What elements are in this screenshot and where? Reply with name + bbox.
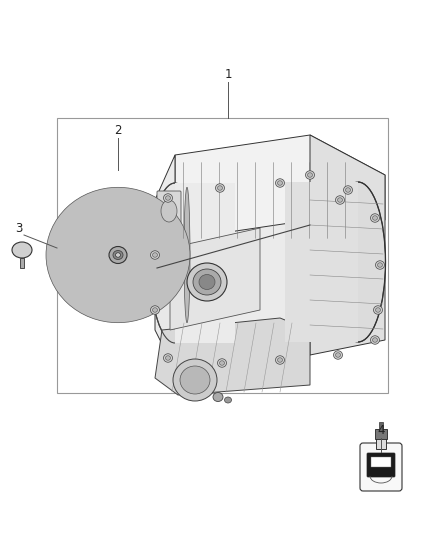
- Ellipse shape: [276, 179, 285, 187]
- Ellipse shape: [152, 253, 158, 257]
- Bar: [379, 422, 383, 431]
- Ellipse shape: [166, 356, 170, 360]
- Ellipse shape: [375, 261, 385, 269]
- Ellipse shape: [163, 354, 173, 362]
- Ellipse shape: [218, 185, 223, 190]
- Ellipse shape: [92, 231, 144, 279]
- Ellipse shape: [199, 274, 215, 289]
- Ellipse shape: [12, 242, 32, 258]
- Bar: [57, 118, 388, 393]
- Ellipse shape: [187, 263, 227, 301]
- Polygon shape: [155, 155, 310, 370]
- Ellipse shape: [98, 236, 138, 274]
- Ellipse shape: [378, 263, 382, 267]
- Ellipse shape: [375, 308, 381, 312]
- Bar: [376, 437, 386, 449]
- Ellipse shape: [343, 185, 353, 194]
- Ellipse shape: [114, 251, 122, 259]
- Ellipse shape: [219, 361, 225, 365]
- Text: 4: 4: [377, 424, 385, 437]
- Ellipse shape: [79, 219, 157, 292]
- FancyBboxPatch shape: [367, 453, 395, 477]
- Ellipse shape: [225, 397, 232, 403]
- Polygon shape: [310, 135, 385, 355]
- Text: 1: 1: [224, 68, 232, 80]
- Ellipse shape: [372, 338, 378, 342]
- Ellipse shape: [109, 246, 127, 263]
- Ellipse shape: [111, 248, 125, 262]
- Ellipse shape: [103, 241, 133, 269]
- Text: 3: 3: [15, 222, 23, 235]
- Ellipse shape: [372, 216, 378, 220]
- Ellipse shape: [150, 183, 200, 343]
- Ellipse shape: [107, 245, 129, 265]
- Ellipse shape: [184, 187, 190, 322]
- Ellipse shape: [371, 336, 379, 344]
- Ellipse shape: [305, 171, 314, 179]
- Ellipse shape: [374, 306, 382, 314]
- Bar: [20, 258, 24, 268]
- Ellipse shape: [371, 214, 379, 222]
- Ellipse shape: [72, 212, 164, 298]
- Ellipse shape: [336, 196, 345, 204]
- Bar: [175, 183, 235, 343]
- Bar: [285, 182, 358, 342]
- Ellipse shape: [218, 359, 226, 367]
- FancyBboxPatch shape: [360, 443, 402, 491]
- Ellipse shape: [215, 184, 225, 192]
- Ellipse shape: [151, 306, 159, 314]
- FancyBboxPatch shape: [157, 191, 181, 231]
- Ellipse shape: [161, 200, 177, 222]
- Ellipse shape: [333, 351, 343, 359]
- Ellipse shape: [113, 251, 123, 260]
- Ellipse shape: [166, 196, 170, 200]
- Ellipse shape: [278, 181, 283, 185]
- Polygon shape: [170, 228, 260, 330]
- Text: 2: 2: [114, 124, 122, 136]
- Ellipse shape: [180, 366, 210, 394]
- Ellipse shape: [86, 225, 150, 285]
- Ellipse shape: [193, 269, 221, 295]
- Ellipse shape: [346, 188, 350, 192]
- Bar: [375, 429, 387, 439]
- Ellipse shape: [307, 173, 312, 177]
- Ellipse shape: [56, 197, 180, 313]
- Ellipse shape: [116, 253, 120, 257]
- Ellipse shape: [213, 392, 223, 401]
- Ellipse shape: [163, 194, 173, 202]
- Polygon shape: [175, 135, 385, 240]
- Ellipse shape: [152, 308, 158, 312]
- Ellipse shape: [151, 251, 159, 259]
- Ellipse shape: [336, 353, 340, 357]
- Ellipse shape: [64, 204, 172, 306]
- Ellipse shape: [278, 358, 283, 362]
- Ellipse shape: [338, 198, 343, 202]
- Polygon shape: [155, 318, 310, 395]
- Ellipse shape: [173, 359, 217, 401]
- Ellipse shape: [276, 356, 285, 364]
- Ellipse shape: [46, 187, 190, 322]
- Bar: [371, 457, 391, 467]
- Ellipse shape: [331, 182, 385, 342]
